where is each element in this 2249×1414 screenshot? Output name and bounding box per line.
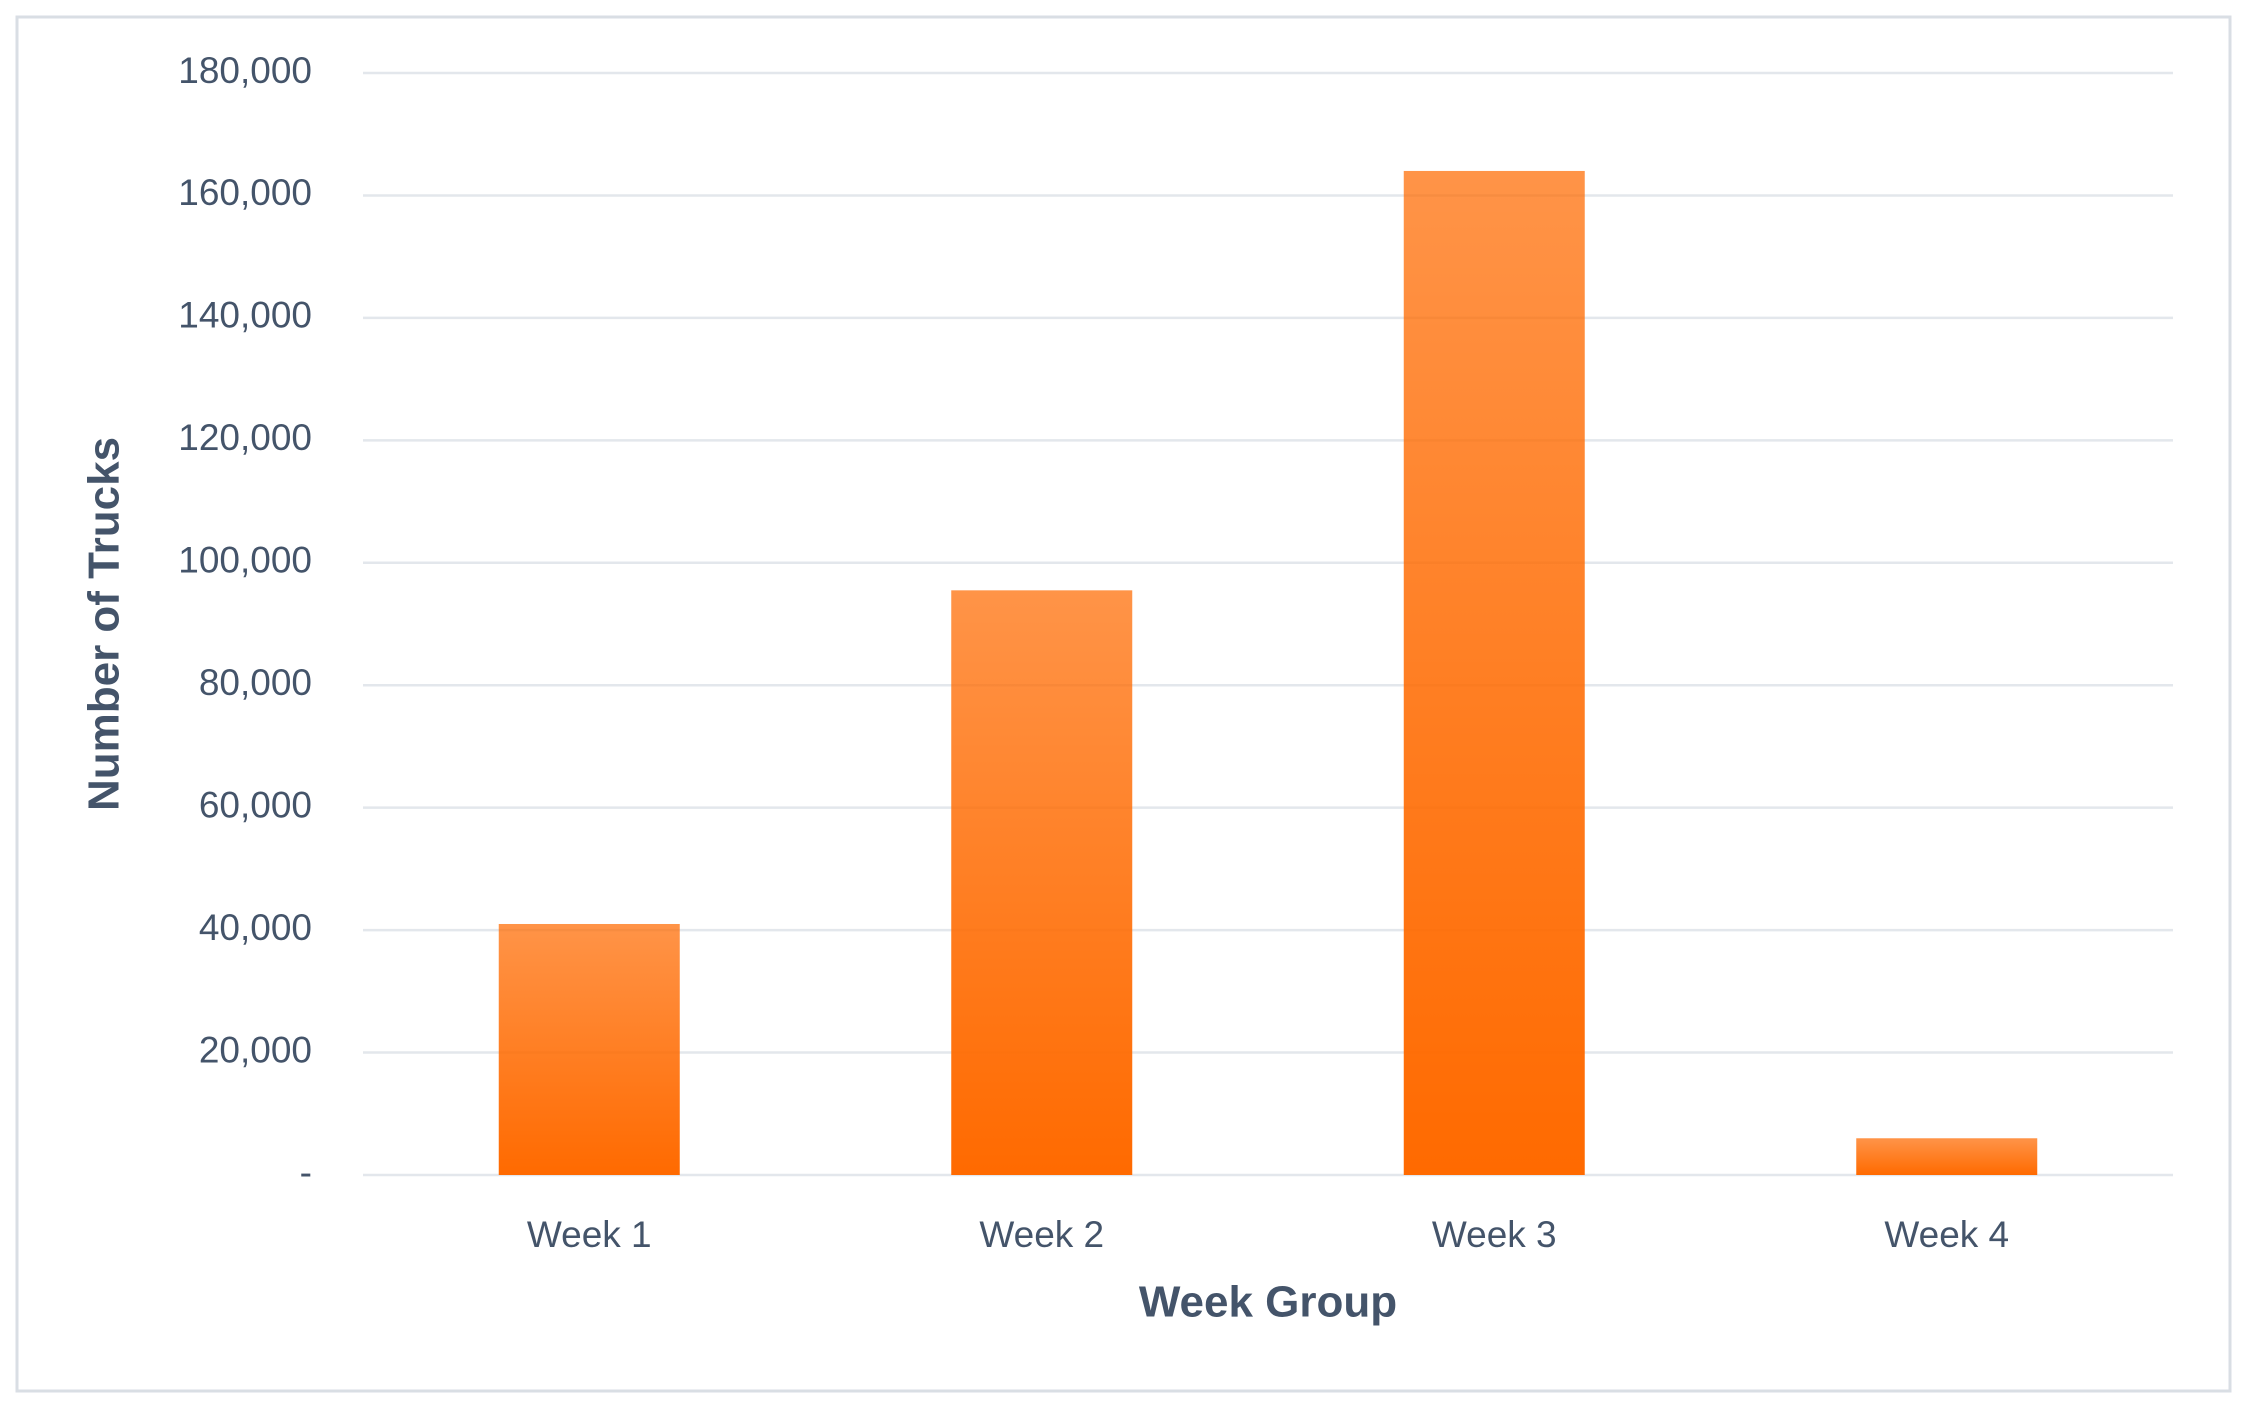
- y-tick-label: 20,000: [199, 1029, 312, 1070]
- x-tick-label: Week 3: [1432, 1214, 1557, 1255]
- y-tick-label: 60,000: [199, 784, 312, 825]
- y-axis-title: Number of Trucks: [80, 437, 129, 811]
- y-tick-label: 40,000: [199, 907, 312, 948]
- y-tick-label: 140,000: [178, 295, 312, 336]
- bar: [498, 923, 680, 1175]
- x-tick-label: Week 1: [527, 1214, 652, 1255]
- bar: [951, 590, 1133, 1175]
- y-tick-label: 100,000: [178, 540, 312, 581]
- y-tick-label: 80,000: [199, 662, 312, 703]
- bar: [1403, 170, 1585, 1175]
- x-axis-title: Week Group: [1139, 1278, 1397, 1327]
- y-tick-label: 120,000: [178, 417, 312, 458]
- y-tick-label: -: [300, 1152, 312, 1193]
- x-tick-label: Week 4: [1884, 1214, 2009, 1255]
- y-tick-label: 160,000: [178, 172, 312, 213]
- x-tick-label: Week 2: [979, 1214, 1104, 1255]
- bar: [1856, 1138, 2038, 1175]
- y-tick-label: 180,000: [178, 50, 312, 91]
